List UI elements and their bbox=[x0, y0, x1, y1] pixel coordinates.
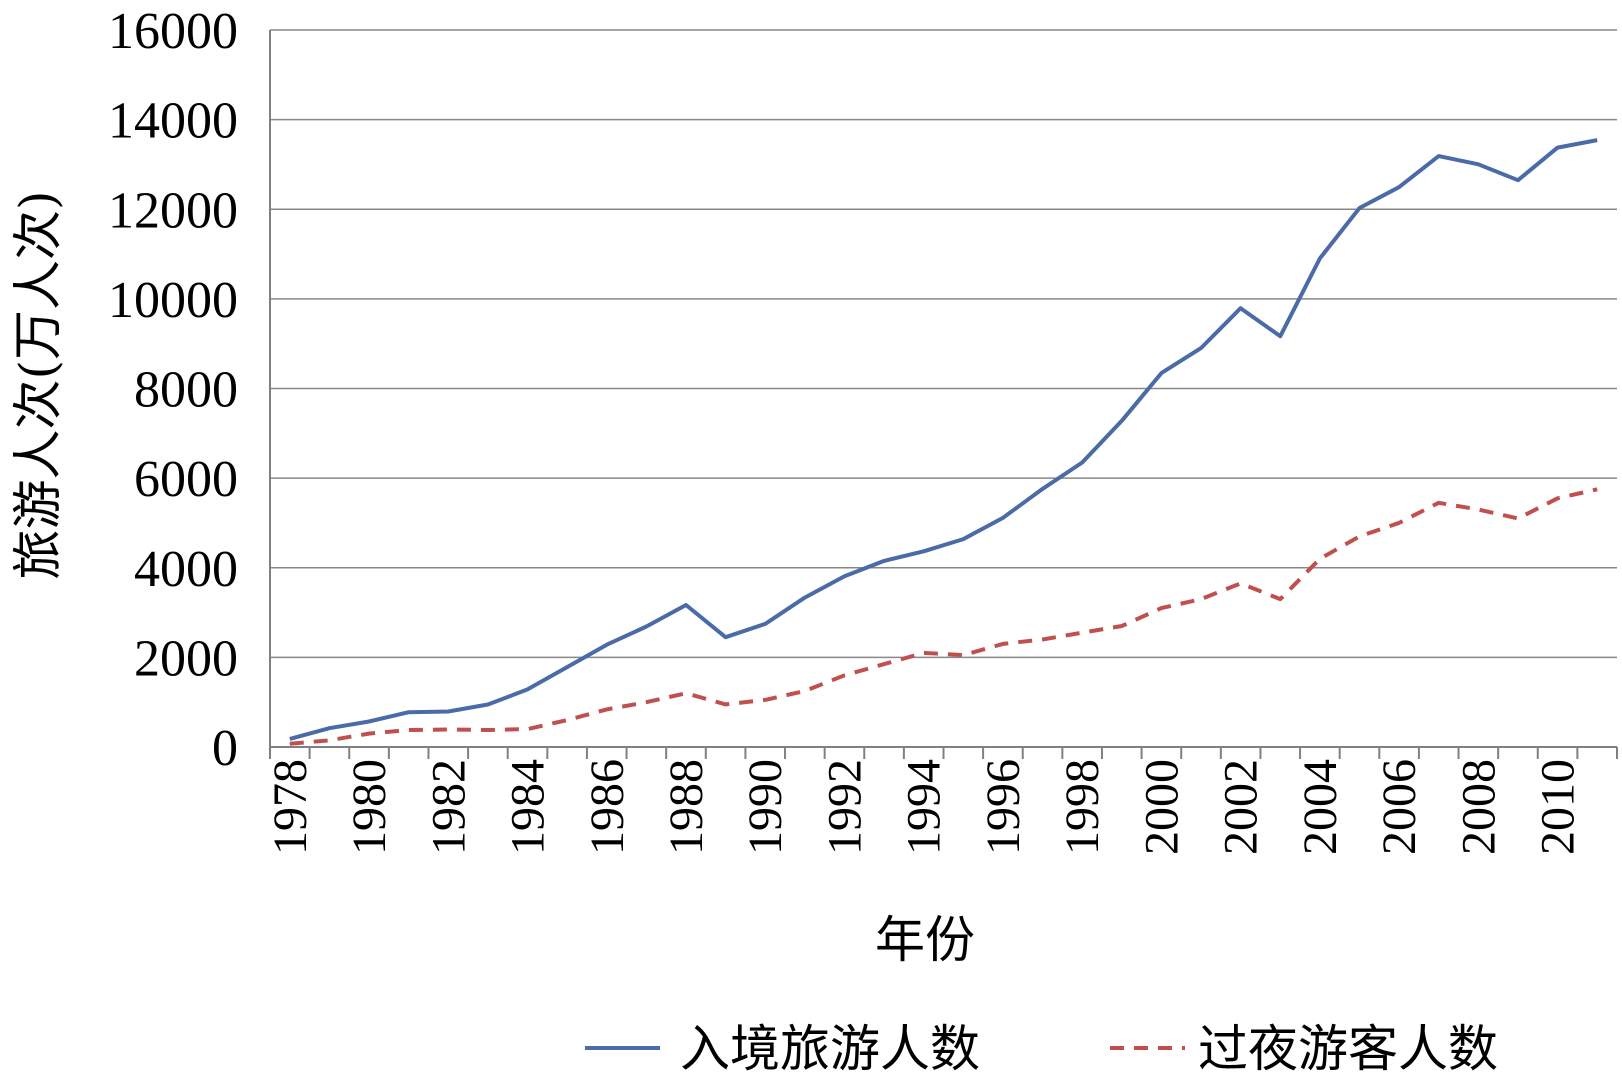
x-tick-label: 2010 bbox=[1532, 759, 1585, 855]
legend-label-series-2: 过夜游客人数 bbox=[1198, 1020, 1498, 1078]
series-lines bbox=[289, 138, 1598, 746]
y-tick-label: 2000 bbox=[134, 630, 238, 687]
x-tick-label: 1998 bbox=[1056, 759, 1109, 855]
x-tick-label: 1990 bbox=[739, 759, 792, 855]
legend: 入境旅游人数 过夜游客人数 bbox=[585, 1020, 1498, 1078]
y-tick-label: 8000 bbox=[134, 362, 238, 419]
y-tick-label: 12000 bbox=[108, 182, 238, 239]
y-tick-label: 16000 bbox=[108, 3, 238, 60]
y-tick-label: 14000 bbox=[108, 93, 238, 150]
x-tick-label: 2002 bbox=[1215, 759, 1268, 855]
x-tick-label: 1980 bbox=[343, 759, 396, 855]
x-tick-label: 1984 bbox=[502, 759, 555, 855]
x-tick-label: 2006 bbox=[1373, 759, 1426, 855]
x-tick-label: 1994 bbox=[898, 759, 951, 855]
x-axis-title: 年份 bbox=[875, 911, 975, 969]
x-tick-label: 2004 bbox=[1294, 759, 1347, 855]
y-tick-label: 10000 bbox=[108, 272, 238, 329]
y-tick-label: 4000 bbox=[134, 541, 238, 598]
x-tick-label: 1988 bbox=[660, 759, 713, 855]
legend-label-series-1: 入境旅游人数 bbox=[680, 1020, 980, 1078]
y-tick-label: 6000 bbox=[134, 451, 238, 508]
x-tick-label: 2008 bbox=[1452, 759, 1505, 855]
y-tick-labels: 0 2000 4000 6000 8000 10000 12000 14000 16000 bbox=[108, 3, 238, 777]
gridlines bbox=[270, 29, 1617, 659]
series-line-2 bbox=[289, 487, 1598, 746]
y-tick-label: 0 bbox=[212, 720, 238, 777]
x-tick-label: 1978 bbox=[264, 759, 317, 855]
x-tick-label: 1982 bbox=[422, 759, 475, 855]
x-tick-label: 1992 bbox=[818, 759, 871, 855]
axes bbox=[269, 30, 1618, 759]
x-tick-labels: 1978 1980 1982 1984 1986 1988 1990 1992 1994 1996… bbox=[264, 759, 1585, 855]
x-tick-label: 1986 bbox=[581, 759, 634, 855]
series-line-1 bbox=[289, 138, 1598, 741]
y-axis-title: 旅游人次(万人次) bbox=[9, 190, 67, 579]
x-tick-label: 1996 bbox=[977, 759, 1030, 855]
x-tick-label: 2000 bbox=[1135, 759, 1188, 855]
